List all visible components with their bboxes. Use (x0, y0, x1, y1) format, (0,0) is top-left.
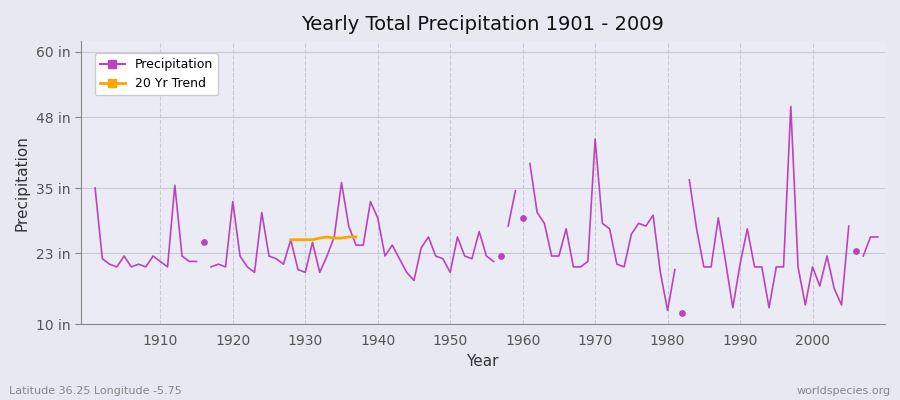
Point (849, 247, 863, 254)
Point (675, 310, 689, 316)
Title: Yearly Total Precipitation 1901 - 2009: Yearly Total Precipitation 1901 - 2009 (302, 15, 664, 34)
Text: worldspecies.org: worldspecies.org (796, 386, 891, 396)
Text: Latitude 36.25 Longitude -5.75: Latitude 36.25 Longitude -5.75 (9, 386, 182, 396)
Legend: Precipitation, 20 Yr Trend: Precipitation, 20 Yr Trend (94, 53, 218, 95)
Y-axis label: Precipitation: Precipitation (15, 135, 30, 230)
X-axis label: Year: Year (466, 354, 499, 369)
Point (494, 253, 508, 259)
Point (196, 239, 211, 246)
Point (516, 215, 530, 221)
